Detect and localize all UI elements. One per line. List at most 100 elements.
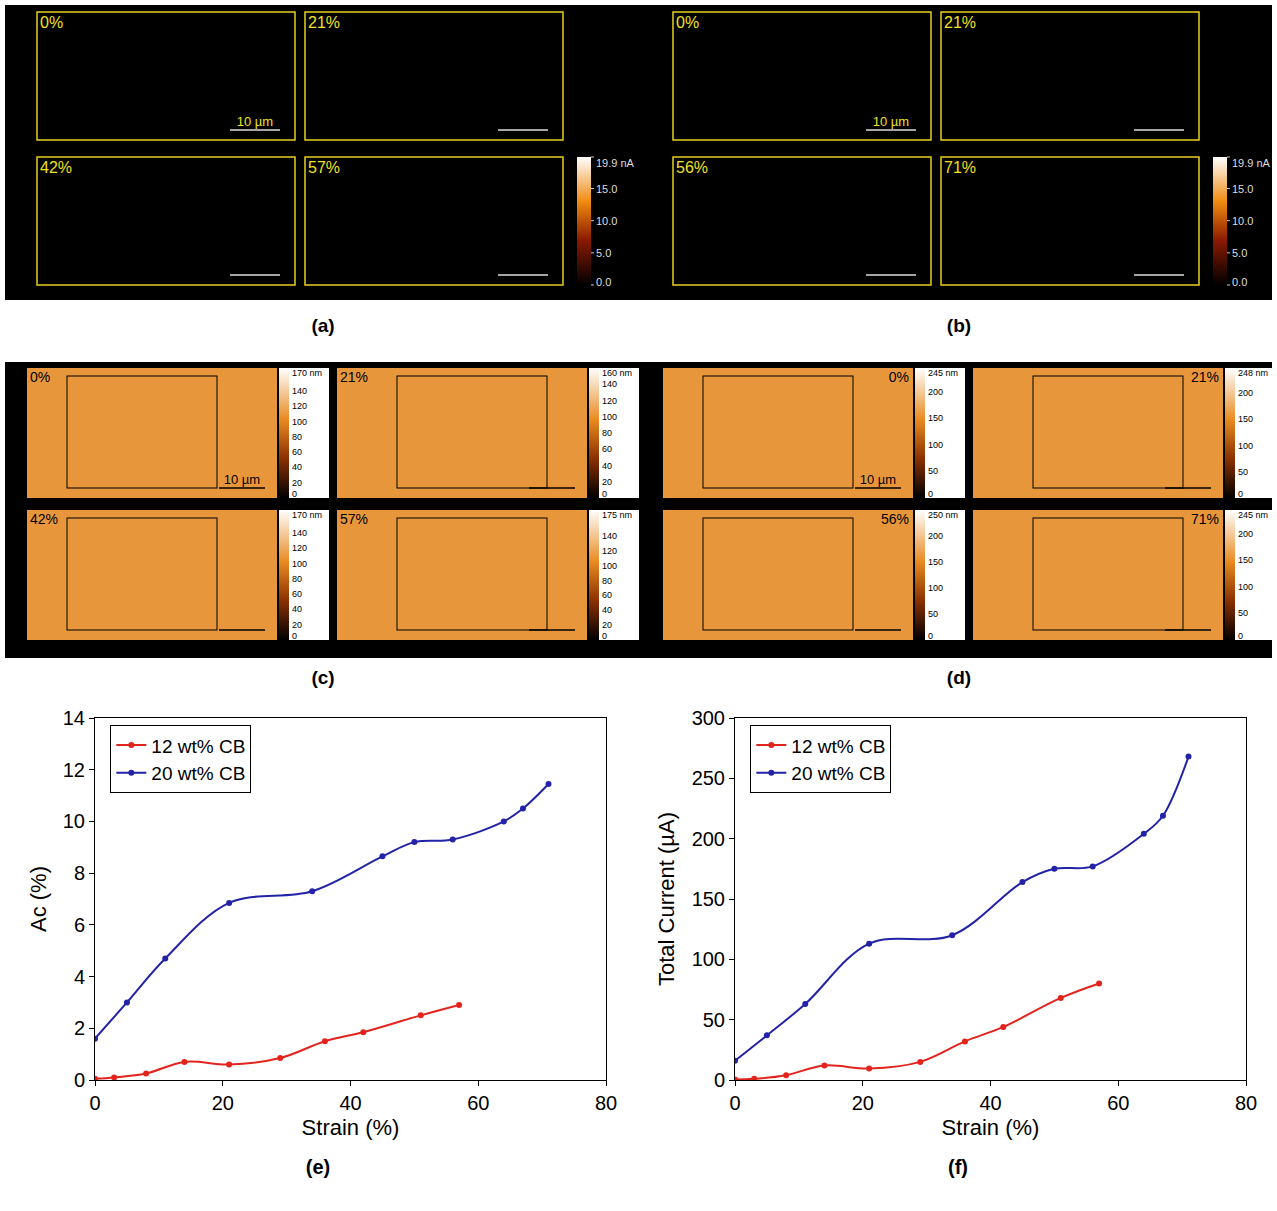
svg-text:150: 150 (1238, 414, 1253, 424)
svg-text:0: 0 (729, 1092, 740, 1114)
svg-text:(d): (d) (947, 667, 971, 688)
svg-text:10.0: 10.0 (596, 215, 617, 227)
svg-text:71%: 71% (1191, 511, 1219, 527)
svg-text:0%: 0% (30, 369, 50, 385)
svg-text:140: 140 (602, 379, 617, 389)
svg-text:100: 100 (292, 417, 307, 427)
svg-text:21%: 21% (308, 14, 340, 31)
svg-text:50: 50 (703, 1009, 725, 1031)
svg-text:80: 80 (1235, 1092, 1257, 1114)
svg-text:10 µm: 10 µm (860, 472, 896, 487)
svg-text:0: 0 (928, 489, 933, 499)
svg-text:57%: 57% (340, 511, 368, 527)
svg-text:150: 150 (1238, 555, 1253, 565)
svg-text:80: 80 (292, 432, 302, 442)
svg-text:20: 20 (292, 620, 302, 630)
svg-text:60: 60 (292, 447, 302, 457)
svg-text:20 wt% CB: 20 wt% CB (151, 763, 245, 784)
svg-text:40: 40 (292, 462, 302, 472)
svg-text:8: 8 (74, 862, 85, 884)
svg-text:20: 20 (602, 620, 612, 630)
svg-text:56%: 56% (676, 159, 708, 176)
svg-text:10.0: 10.0 (1232, 215, 1253, 227)
svg-text:50: 50 (928, 466, 938, 476)
svg-text:120: 120 (602, 396, 617, 406)
svg-text:42%: 42% (40, 159, 72, 176)
svg-text:80: 80 (292, 574, 302, 584)
svg-text:60: 60 (1107, 1092, 1129, 1114)
svg-text:150: 150 (928, 557, 943, 567)
svg-text:0%: 0% (40, 14, 63, 31)
svg-text:150: 150 (928, 413, 943, 423)
svg-text:50: 50 (928, 609, 938, 619)
svg-text:20: 20 (212, 1092, 234, 1114)
svg-text:40: 40 (979, 1092, 1001, 1114)
svg-text:100: 100 (602, 412, 617, 422)
svg-text:Ac (%): Ac (%) (26, 866, 51, 932)
svg-text:10: 10 (63, 810, 85, 832)
svg-text:20: 20 (292, 478, 302, 488)
svg-text:300: 300 (692, 707, 725, 729)
svg-text:5.0: 5.0 (596, 247, 611, 259)
svg-text:21%: 21% (944, 14, 976, 31)
svg-text:200: 200 (1238, 529, 1253, 539)
svg-text:248 nm: 248 nm (1238, 368, 1268, 378)
svg-text:140: 140 (292, 386, 307, 396)
svg-text:(c): (c) (311, 667, 334, 688)
svg-text:0%: 0% (676, 14, 699, 31)
svg-text:60: 60 (467, 1092, 489, 1114)
svg-text:0: 0 (1238, 631, 1243, 641)
svg-text:0%: 0% (889, 369, 909, 385)
svg-text:60: 60 (602, 590, 612, 600)
svg-text:0.0: 0.0 (596, 276, 611, 288)
svg-text:40: 40 (339, 1092, 361, 1114)
svg-text:50: 50 (1238, 608, 1248, 618)
svg-text:10 µm: 10 µm (224, 472, 260, 487)
svg-text:21%: 21% (1191, 369, 1219, 385)
svg-text:21%: 21% (340, 369, 368, 385)
svg-text:0: 0 (89, 1092, 100, 1114)
svg-text:20: 20 (852, 1092, 874, 1114)
svg-text:0: 0 (928, 631, 933, 641)
svg-text:0: 0 (714, 1069, 725, 1091)
svg-text:100: 100 (292, 559, 307, 569)
svg-text:245 nm: 245 nm (1238, 510, 1268, 520)
svg-text:50: 50 (1238, 467, 1248, 477)
svg-text:100: 100 (1238, 441, 1253, 451)
svg-text:19.9 nA: 19.9 nA (1232, 157, 1271, 169)
svg-text:(b): (b) (947, 315, 971, 336)
svg-text:175 nm: 175 nm (602, 510, 632, 520)
svg-text:20: 20 (602, 477, 612, 487)
svg-text:10 µm: 10 µm (237, 114, 273, 129)
svg-text:80: 80 (602, 576, 612, 586)
svg-text:100: 100 (602, 561, 617, 571)
svg-text:Strain (%): Strain (%) (942, 1115, 1040, 1140)
svg-text:(a): (a) (311, 315, 334, 336)
svg-text:12: 12 (63, 759, 85, 781)
svg-text:140: 140 (602, 531, 617, 541)
svg-text:14: 14 (63, 707, 85, 729)
svg-text:170 nm: 170 nm (292, 368, 322, 378)
svg-text:100: 100 (928, 440, 943, 450)
svg-text:120: 120 (292, 543, 307, 553)
svg-text:12 wt% CB: 12 wt% CB (151, 736, 245, 757)
svg-text:40: 40 (292, 604, 302, 614)
svg-text:0: 0 (1238, 489, 1243, 499)
svg-text:140: 140 (292, 528, 307, 538)
svg-text:12 wt% CB: 12 wt% CB (791, 736, 885, 757)
svg-text:0: 0 (292, 489, 297, 499)
svg-text:5.0: 5.0 (1232, 247, 1247, 259)
svg-text:100: 100 (692, 948, 725, 970)
svg-text:120: 120 (292, 401, 307, 411)
svg-text:15.0: 15.0 (1232, 183, 1253, 195)
svg-text:15.0: 15.0 (596, 183, 617, 195)
svg-text:200: 200 (928, 531, 943, 541)
svg-text:160 nm: 160 nm (602, 368, 632, 378)
svg-text:4: 4 (74, 966, 85, 988)
svg-text:80: 80 (602, 428, 612, 438)
svg-text:Total Current (µA): Total Current (µA) (654, 812, 679, 986)
svg-text:0: 0 (602, 489, 607, 499)
svg-text:200: 200 (928, 387, 943, 397)
svg-text:57%: 57% (308, 159, 340, 176)
svg-text:6: 6 (74, 914, 85, 936)
